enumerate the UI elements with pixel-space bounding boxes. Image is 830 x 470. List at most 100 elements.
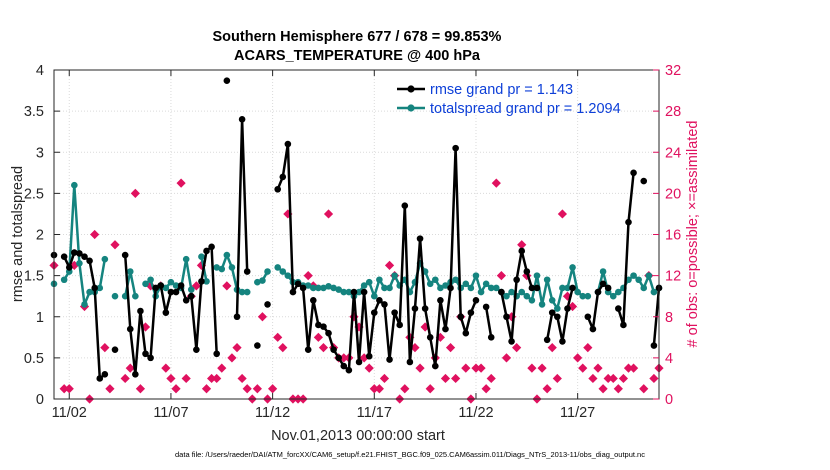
rmse-point	[142, 350, 149, 358]
rmse-point	[299, 284, 307, 292]
rmse-point	[528, 284, 536, 292]
rmse-point	[508, 338, 515, 345]
obs-count-marker	[105, 384, 115, 394]
totalspread-point	[472, 272, 480, 279]
rmse-point	[360, 288, 368, 296]
rmse-point	[304, 346, 312, 353]
obs-count-marker	[374, 384, 384, 394]
totalspread-point	[482, 280, 490, 288]
rmse-line	[545, 287, 574, 343]
obs-count-marker	[268, 384, 278, 394]
rmse-point	[182, 297, 190, 304]
obs-count-marker	[598, 384, 608, 394]
legend: rmse grand pr = 1.143 totalspread grand …	[397, 82, 621, 117]
y-tick-label-left: 4	[36, 63, 44, 79]
obs-count-marker	[445, 342, 456, 353]
totalspread-point	[238, 288, 246, 296]
y-tick-label-left: 3.5	[24, 104, 44, 120]
totalspread-point	[96, 284, 104, 292]
obs-count-marker	[451, 373, 461, 384]
rmse-point	[294, 280, 302, 288]
totalspread-point	[462, 280, 470, 288]
totalspread-point	[564, 284, 571, 292]
rmse-point	[411, 305, 419, 312]
obs-count-marker	[481, 384, 491, 394]
totalspread-point	[533, 272, 541, 279]
rmse-point	[152, 284, 159, 292]
obs-count-marker	[232, 342, 242, 353]
totalspread-point	[554, 305, 561, 312]
totalspread-point	[325, 283, 332, 290]
obs-count-marker	[100, 342, 110, 353]
totalspread-point	[503, 292, 510, 300]
rmse-point	[289, 288, 297, 296]
obs-count-marker	[639, 384, 649, 394]
rmse-point	[203, 247, 210, 255]
rmse-point	[437, 297, 444, 304]
x-tick-label: 11/27	[560, 405, 595, 421]
rmse-point	[355, 358, 363, 366]
totalspread-point	[650, 288, 658, 296]
rmse-point	[279, 173, 287, 181]
obs-count-marker	[557, 209, 568, 219]
rmse-point	[457, 313, 465, 321]
totalspread-point	[203, 278, 210, 285]
rmse-point	[604, 284, 612, 292]
totalspread-point	[284, 272, 292, 279]
y-tick-label-right: 12	[665, 269, 681, 285]
rmse-point	[350, 288, 358, 296]
footnote: data file: /Users/raeder/DAI/ATM_forcXX/…	[175, 450, 645, 459]
rmse-point	[208, 243, 215, 251]
rmse-point	[482, 303, 490, 311]
totalspread-point	[487, 284, 495, 292]
rmse-point	[86, 257, 93, 265]
obs-count-marker	[491, 178, 501, 188]
totalspread-point	[187, 286, 195, 293]
obs-count-marker	[207, 373, 217, 384]
rmse-point	[462, 329, 470, 337]
series-layer	[49, 77, 664, 404]
obs-count-marker	[562, 291, 573, 301]
obs-count-marker	[120, 373, 130, 384]
totalspread-point	[315, 284, 322, 292]
totalspread-point	[254, 278, 261, 286]
obs-count-marker	[278, 342, 288, 353]
totalspread-point	[360, 282, 368, 289]
obs-count-marker	[628, 363, 639, 373]
obs-count-marker	[547, 342, 557, 353]
x-axis-label: Nov.01,2013 00:00:00 start	[271, 428, 445, 444]
totalspread-point	[345, 288, 353, 296]
totalspread-point	[365, 278, 373, 286]
totalspread-point	[645, 272, 653, 279]
obs-count-marker	[217, 363, 227, 373]
rmse-point	[513, 276, 520, 284]
obs-count-marker	[496, 271, 506, 281]
rmse-point	[315, 321, 322, 329]
legend-marker-rmse	[407, 85, 415, 93]
rmse-point	[640, 177, 648, 185]
y-tick-label-right: 4	[665, 351, 673, 367]
totalspread-point	[243, 288, 251, 296]
axis-ticks: 11/02 11/07 11/12 11/17 11/22 11/27 0 0.5 1 1.5 2 2…	[24, 63, 681, 421]
rmse-point	[370, 309, 378, 316]
rmse-point	[132, 371, 139, 378]
rmse-point	[406, 358, 414, 366]
obs-count-marker	[242, 384, 252, 394]
totalspread-point	[559, 284, 566, 292]
obs-count-marker	[578, 363, 588, 373]
totalspread-point	[320, 284, 327, 292]
totalspread-point	[60, 276, 68, 284]
rmse-point	[81, 253, 88, 261]
rmse-point	[615, 305, 622, 312]
totalspread-point	[218, 265, 226, 273]
rmse-point	[467, 309, 475, 316]
y-tick-label-left: 0.5	[24, 351, 44, 367]
obs-count-marker	[313, 332, 323, 342]
obs-count-marker	[517, 240, 527, 250]
obs-count-marker	[90, 229, 100, 240]
obs-count-marker	[64, 384, 74, 394]
rmse-point	[365, 352, 373, 360]
rmse-line	[617, 172, 635, 327]
rmse-point	[309, 297, 317, 304]
rmse-point	[589, 325, 597, 333]
